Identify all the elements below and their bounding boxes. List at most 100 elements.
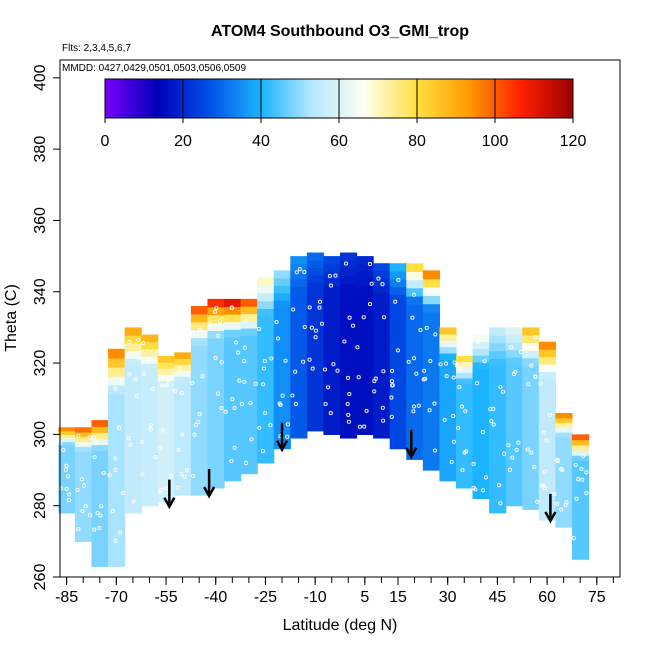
y-tick-label: 280 xyxy=(32,492,49,519)
sample-point xyxy=(208,321,213,326)
curtain-cell xyxy=(74,531,93,538)
sample-point xyxy=(516,440,521,445)
curtain-cell xyxy=(571,444,590,451)
sample-point xyxy=(249,437,254,442)
curtain-cell xyxy=(422,428,441,438)
curtain-cell xyxy=(340,267,358,277)
curtain-cell xyxy=(323,419,341,428)
curtain-cell xyxy=(439,391,457,399)
curtain-cell xyxy=(340,283,358,292)
curtain-cell xyxy=(538,497,556,506)
curtain-cell xyxy=(273,366,291,375)
curtain-cell xyxy=(124,427,142,437)
curtain-cell xyxy=(505,446,523,455)
curtain-cell xyxy=(124,342,142,352)
curtain-cell xyxy=(306,326,325,335)
curtain-cell xyxy=(406,279,424,289)
curtain-cell xyxy=(538,505,556,514)
sample-point xyxy=(301,359,306,364)
curtain-cell xyxy=(58,498,76,503)
curtain-cell xyxy=(422,445,441,454)
sample-point xyxy=(526,382,531,387)
sample-point xyxy=(190,380,195,386)
curtain-cell xyxy=(306,252,325,261)
curtain-cell xyxy=(124,373,142,383)
curtain-cell xyxy=(406,287,424,297)
sample-point xyxy=(471,485,476,490)
y-tick-label: 400 xyxy=(32,64,49,91)
curtain-cell xyxy=(91,505,109,513)
curtain-cell xyxy=(174,435,192,443)
curtain-cell xyxy=(340,430,358,439)
curtain-cell xyxy=(439,346,457,354)
curtain-cell xyxy=(406,377,424,387)
curtain-cell xyxy=(489,451,507,460)
curtain-cell xyxy=(538,356,556,365)
curtain-cell xyxy=(240,371,258,380)
sample-point xyxy=(190,473,196,478)
sample-point xyxy=(164,383,169,388)
sample-point xyxy=(331,362,336,367)
curtain-cell xyxy=(505,490,523,499)
curtain-cell xyxy=(406,418,424,428)
curtain-cell xyxy=(74,470,93,476)
curtain-cell xyxy=(207,322,225,331)
colorbar-tick-label: 60 xyxy=(330,133,348,150)
curtain-cell xyxy=(91,554,109,561)
curtain-cell xyxy=(340,368,358,377)
curtain-cell xyxy=(91,499,109,506)
curtain-cell xyxy=(406,353,424,362)
sample-point xyxy=(91,434,96,440)
curtain-cell xyxy=(240,335,258,344)
curtain-cell xyxy=(389,433,407,442)
curtain-cell xyxy=(472,457,490,465)
curtain-cell xyxy=(555,508,573,514)
curtain-cell xyxy=(190,369,209,378)
sample-point xyxy=(390,368,395,373)
curtain-cell xyxy=(422,320,441,330)
sample-point xyxy=(113,538,118,543)
sample-point xyxy=(325,385,331,390)
curtain-cell xyxy=(124,474,142,483)
flights-annotation: Flts: 2,3,4,5,6,7 xyxy=(62,43,131,54)
curtain-cell xyxy=(108,520,126,531)
sample-point xyxy=(380,282,385,287)
curtain-cell xyxy=(157,477,175,485)
curtain-cell xyxy=(489,420,507,429)
curtain-cell xyxy=(422,328,441,338)
x-tick-label: 5 xyxy=(360,589,369,606)
curtain-cell xyxy=(240,306,258,315)
curtain-cell xyxy=(257,354,275,364)
curtain-cell xyxy=(538,467,556,476)
curtain-cell xyxy=(74,517,93,523)
sample-point xyxy=(256,326,261,331)
curtain-cell xyxy=(323,300,341,309)
sample-point xyxy=(481,488,486,493)
sample-point xyxy=(92,455,97,460)
sample-point xyxy=(333,273,338,278)
curtain-cell xyxy=(505,409,523,418)
curtain-cell xyxy=(240,298,258,307)
curtain-cell xyxy=(340,352,358,362)
curtain-cell xyxy=(555,479,573,485)
curtain-cell xyxy=(174,483,192,490)
curtain-cell xyxy=(522,403,540,412)
x-tick-label: -55 xyxy=(154,589,177,606)
sample-point xyxy=(232,445,237,450)
curtain-cell xyxy=(472,361,490,370)
sample-point xyxy=(362,424,367,429)
sample-point xyxy=(342,339,347,344)
curtain-cell xyxy=(240,393,258,402)
curtain-cell xyxy=(389,317,407,326)
curtain-cell xyxy=(108,511,126,522)
sample-point xyxy=(428,358,433,364)
curtain-cell xyxy=(406,402,424,411)
curtain-cell xyxy=(571,449,590,456)
curtain-cell xyxy=(190,432,209,441)
tropopause-arrow xyxy=(544,493,557,524)
sample-point xyxy=(327,273,332,279)
curtain-cell xyxy=(124,497,142,506)
curtain-cell xyxy=(489,458,507,468)
curtain-cell xyxy=(174,399,192,407)
curtain-cell xyxy=(555,484,573,490)
